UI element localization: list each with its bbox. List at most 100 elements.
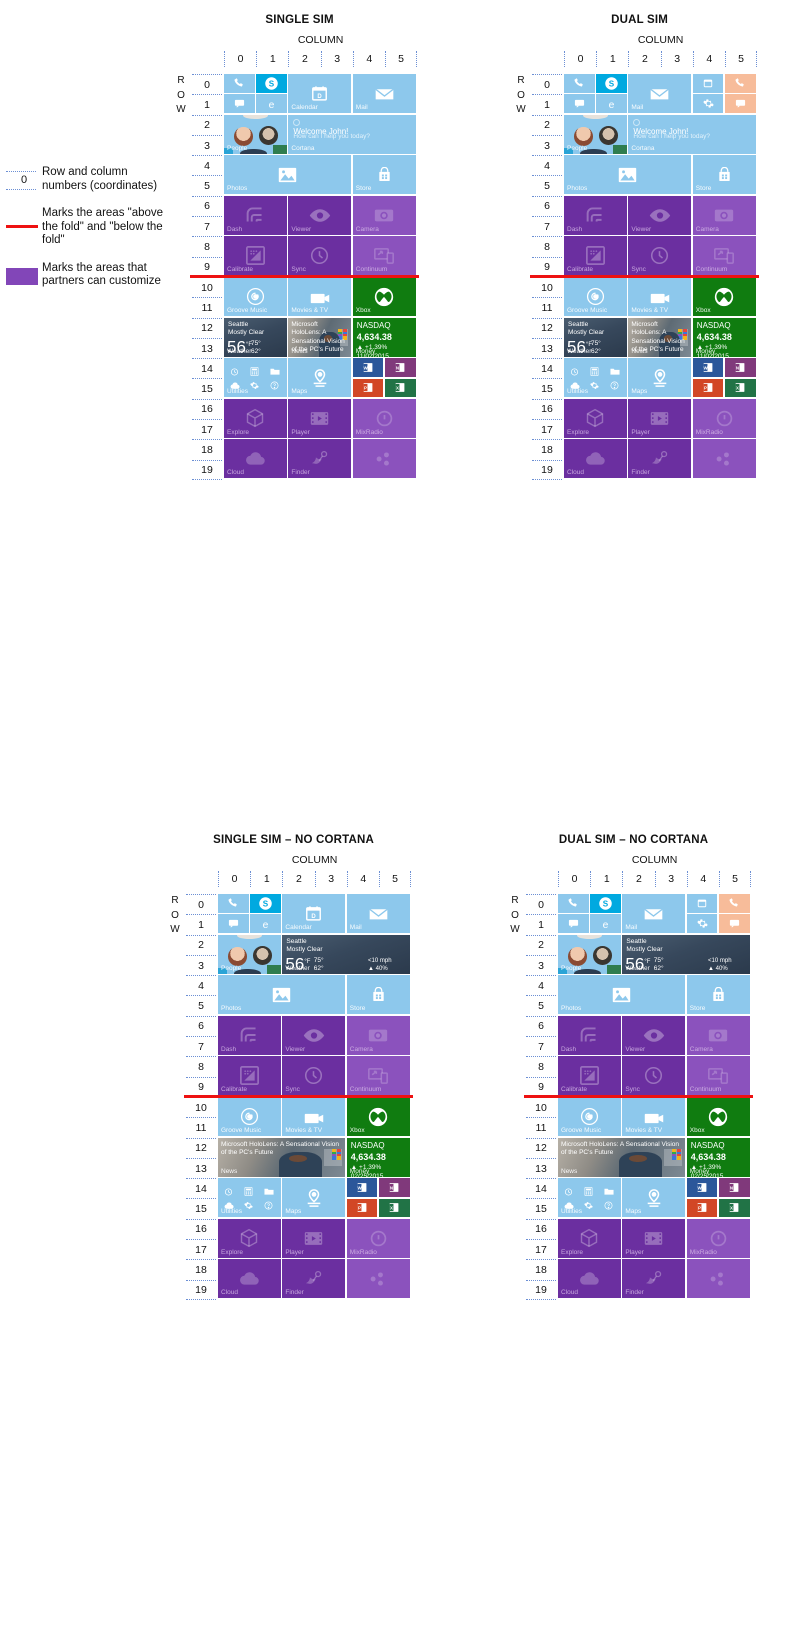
tile-people[interactable]: People	[564, 114, 627, 154]
tile-sync[interactable]: Sync	[628, 236, 692, 276]
tile-continuum[interactable]: Continuum	[352, 236, 416, 276]
tile-movies[interactable]: Movies & TV	[282, 1097, 346, 1136]
tile-messaging-sim2[interactable]	[719, 914, 750, 933]
help-icon[interactable]	[610, 377, 619, 395]
tile-skype[interactable]: S	[256, 74, 287, 93]
tile-store[interactable]: Store	[352, 155, 416, 195]
tile-utilities[interactable]: Utilities	[218, 1178, 281, 1218]
tile-edge[interactable]: e	[256, 94, 287, 113]
tile-messaging-sim2[interactable]	[725, 94, 756, 113]
tile-phone-sim2[interactable]	[719, 894, 750, 913]
tile-mixradio[interactable]: MixRadio	[692, 398, 756, 438]
tile-continuum[interactable]: Continuum	[686, 1056, 750, 1096]
tile-calendar-small[interactable]	[686, 894, 718, 913]
tile-groove[interactable]: Groove Music	[218, 1097, 281, 1136]
tile-edge[interactable]: e	[250, 914, 281, 933]
tile-cloud[interactable]: Cloud	[224, 439, 287, 479]
tile-xbox[interactable]: Xbox	[346, 1097, 410, 1136]
tile-office-excel[interactable]: X	[379, 1198, 410, 1218]
tile-explore[interactable]: Explore	[224, 398, 287, 438]
tile-partner[interactable]	[352, 439, 416, 479]
tile-calibrate[interactable]: Calibrate	[564, 236, 627, 276]
smallcloud-icon[interactable]	[564, 1197, 574, 1215]
calc-icon[interactable]	[244, 1183, 253, 1201]
tile-phone[interactable]	[218, 894, 249, 913]
tile-skype[interactable]: S	[596, 74, 627, 93]
smallcloud-icon[interactable]	[230, 377, 240, 395]
tile-store[interactable]: Store	[692, 155, 756, 195]
tile-office-excel[interactable]: X	[385, 378, 416, 398]
tile-movies[interactable]: Movies & TV	[628, 277, 692, 316]
tile-office-onenote[interactable]: N	[379, 1178, 410, 1197]
tile-weather-wide[interactable]: Seattle Mostly Clear 56°F 75° 62° <10 mph ▲ 40…	[282, 934, 410, 974]
tile-dash[interactable]: Dash	[224, 195, 287, 235]
tile-weather[interactable]: Seattle Mostly Clear 56°F 75° 62° Weather	[224, 317, 287, 357]
tile-office-powerpoint[interactable]: P	[686, 1198, 718, 1218]
tile-settings[interactable]	[686, 914, 718, 933]
tile-phone-sim2[interactable]	[725, 74, 756, 93]
tile-finder[interactable]: Finder	[622, 1259, 686, 1299]
tile-maps[interactable]: Maps	[282, 1178, 346, 1218]
gear-small-icon[interactable]	[590, 377, 599, 395]
tile-people[interactable]: People	[218, 934, 281, 974]
calc-icon[interactable]	[250, 363, 259, 381]
tile-cloud[interactable]: Cloud	[558, 1259, 621, 1299]
tile-viewer[interactable]: Viewer	[628, 195, 692, 235]
tile-settings[interactable]	[692, 94, 724, 113]
tile-mixradio[interactable]: MixRadio	[352, 398, 416, 438]
tile-photos[interactable]: Photos	[564, 155, 692, 195]
tile-maps[interactable]: Maps	[288, 358, 352, 398]
tile-dash[interactable]: Dash	[218, 1015, 281, 1055]
tile-phone[interactable]	[564, 74, 595, 93]
tile-partner[interactable]	[692, 439, 756, 479]
files-icon[interactable]	[270, 363, 280, 381]
tile-cortana[interactable]: Welcome John! How can I help you today? Co…	[628, 114, 756, 154]
tile-office-excel[interactable]: X	[719, 1198, 750, 1218]
calc-icon[interactable]	[590, 363, 599, 381]
tile-calendar-small[interactable]	[692, 74, 724, 93]
tile-office-powerpoint[interactable]: P	[352, 378, 384, 398]
tile-explore[interactable]: Explore	[564, 398, 627, 438]
alarm-icon[interactable]	[570, 363, 579, 381]
alarm-icon[interactable]	[230, 363, 239, 381]
tile-dash[interactable]: Dash	[558, 1015, 621, 1055]
tile-finder[interactable]: Finder	[628, 439, 692, 479]
files-icon[interactable]	[264, 1183, 274, 1201]
tile-camera[interactable]: Camera	[346, 1015, 410, 1055]
tile-continuum[interactable]: Continuum	[346, 1056, 410, 1096]
tile-store[interactable]: Store	[686, 975, 750, 1015]
tile-calendar[interactable]: D Calendar	[282, 894, 346, 933]
tile-news[interactable]: Microsoft HoloLens: A Sensational Vision…	[288, 317, 352, 357]
tile-explore[interactable]: Explore	[218, 1218, 281, 1258]
tile-mail[interactable]: Mail	[628, 74, 692, 113]
tile-people[interactable]: People	[224, 114, 287, 154]
tile-movies[interactable]: Movies & TV	[288, 277, 352, 316]
tile-maps[interactable]: Maps	[628, 358, 692, 398]
tile-movies[interactable]: Movies & TV	[622, 1097, 686, 1136]
tile-camera[interactable]: Camera	[692, 195, 756, 235]
tile-explore[interactable]: Explore	[558, 1218, 621, 1258]
tile-mail[interactable]: Mail	[622, 894, 686, 933]
tile-camera[interactable]: Camera	[352, 195, 416, 235]
tile-edge[interactable]: e	[590, 914, 621, 933]
gear-small-icon[interactable]	[244, 1197, 253, 1215]
tile-office-powerpoint[interactable]: P	[692, 378, 724, 398]
tile-player[interactable]: Player	[282, 1218, 346, 1258]
tile-viewer[interactable]: Viewer	[622, 1015, 686, 1055]
tile-xbox[interactable]: Xbox	[686, 1097, 750, 1136]
files-icon[interactable]	[610, 363, 620, 381]
tile-money[interactable]: NASDAQ 4,634.38 ▲ +1.39% 11/02/2015 Money	[352, 317, 416, 357]
tile-office-onenote[interactable]: N	[725, 358, 756, 377]
tile-viewer[interactable]: Viewer	[282, 1015, 346, 1055]
tile-news[interactable]: Microsoft HoloLens: A Sensational Vision…	[558, 1137, 686, 1177]
tile-messaging[interactable]	[218, 914, 249, 933]
tile-finder[interactable]: Finder	[282, 1259, 346, 1299]
tile-photos[interactable]: Photos	[224, 155, 352, 195]
tile-messaging[interactable]	[224, 94, 255, 113]
tile-groove[interactable]: Groove Music	[558, 1097, 621, 1136]
help-icon[interactable]	[604, 1197, 613, 1215]
tile-mail[interactable]: Mail	[346, 894, 410, 933]
tile-edge[interactable]: e	[596, 94, 627, 113]
tile-skype[interactable]: S	[250, 894, 281, 913]
tile-player[interactable]: Player	[628, 398, 692, 438]
